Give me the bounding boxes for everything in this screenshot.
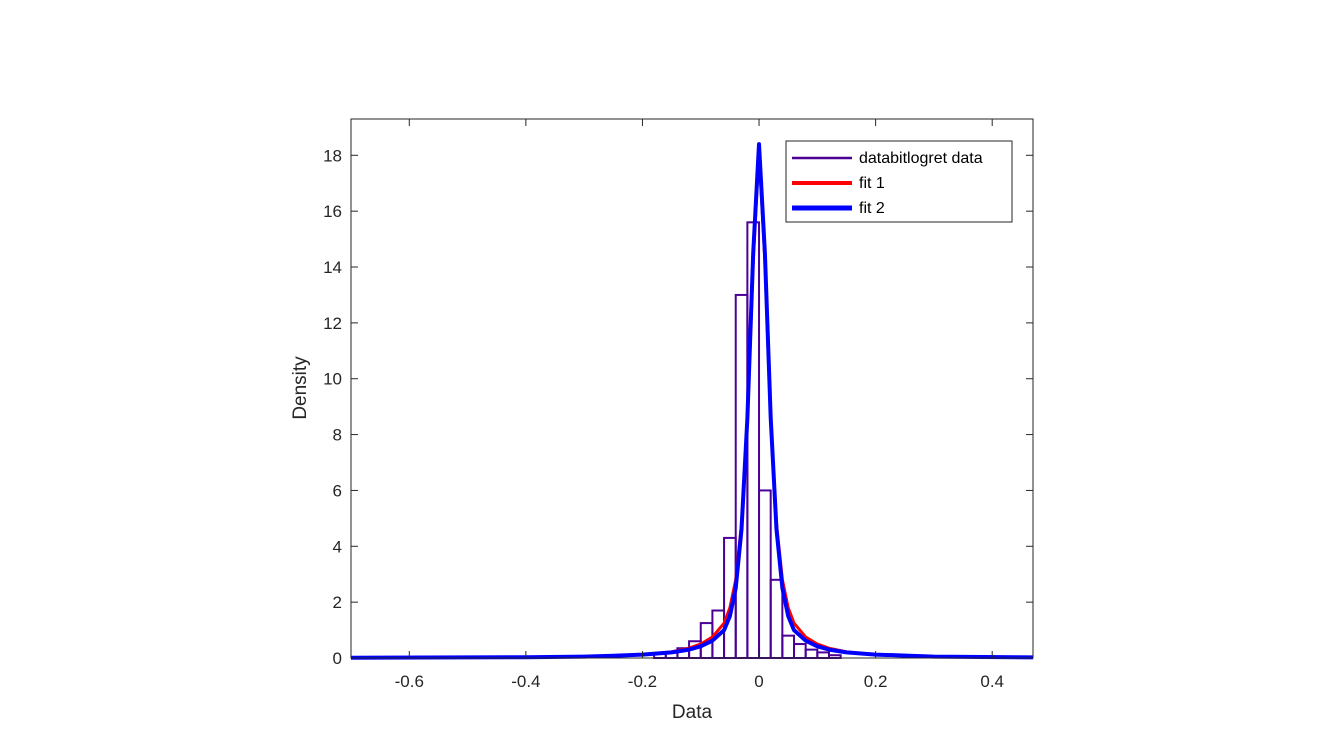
y-tick-label: 10 bbox=[323, 370, 342, 389]
y-tick-label: 16 bbox=[323, 202, 342, 221]
x-tick-label: 0 bbox=[754, 672, 763, 691]
x-tick-label: 0.2 bbox=[864, 672, 888, 691]
y-tick-label: 12 bbox=[323, 314, 342, 333]
x-tick-label: -0.4 bbox=[511, 672, 540, 691]
legend: databitlogret data fit 1 fit 2 bbox=[785, 140, 1013, 223]
y-tick-label: 8 bbox=[333, 426, 342, 445]
y-tick-label: 6 bbox=[333, 481, 342, 500]
x-tick-label: -0.6 bbox=[395, 672, 424, 691]
legend-label-hist: databitlogret data bbox=[859, 150, 983, 167]
y-tick-label: 18 bbox=[323, 146, 342, 165]
legend-label-fit2: fit 2 bbox=[859, 200, 885, 217]
x-axis-title: Data bbox=[672, 702, 713, 723]
x-tick-label: 0.4 bbox=[980, 672, 1004, 691]
y-tick-label: 0 bbox=[333, 649, 342, 668]
legend-label-fit1: fit 1 bbox=[859, 175, 885, 192]
y-tick-label: 4 bbox=[333, 537, 342, 556]
y-axis: 0 2 4 6 8 10 12 14 16 18 bbox=[323, 146, 1033, 668]
plot-frame bbox=[350, 118, 1034, 659]
y-axis-title: Density bbox=[290, 356, 311, 420]
y-tick-label: 14 bbox=[323, 258, 342, 277]
series-line-2 bbox=[350, 142, 1034, 660]
y-tick-label: 2 bbox=[333, 593, 342, 612]
x-tick-label: -0.2 bbox=[628, 672, 657, 691]
x-axis: -0.6 -0.4 -0.2 0 0.2 0.4 bbox=[395, 119, 1004, 691]
fit-lines bbox=[350, 142, 1034, 660]
